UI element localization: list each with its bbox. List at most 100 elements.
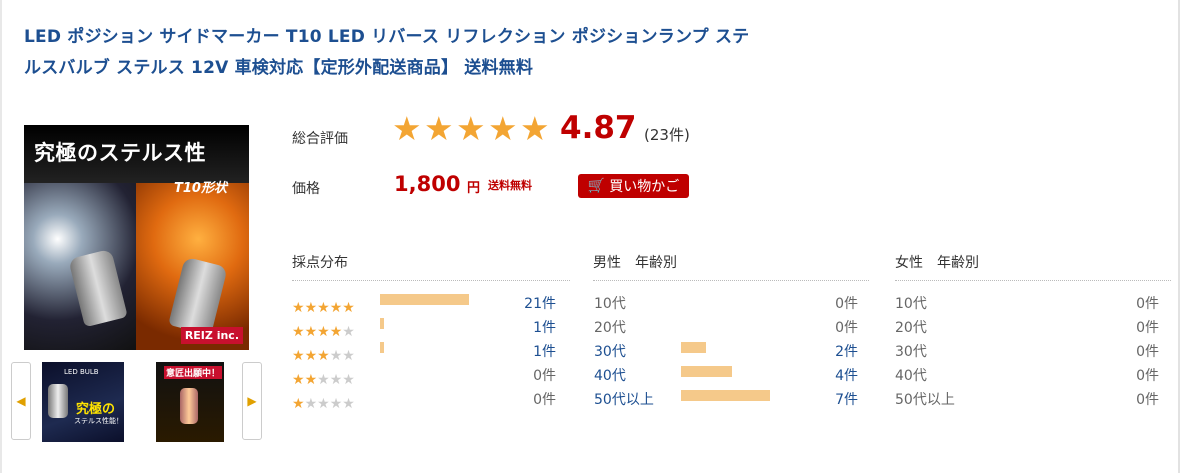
chevron-right-icon: ▶	[247, 394, 257, 408]
star-icon: ★	[329, 348, 343, 364]
price-label: 価格	[292, 181, 320, 197]
star-icon: ★	[342, 372, 355, 388]
distribution-count: 0件	[533, 392, 556, 408]
cart-label: 買い物かご	[609, 179, 680, 195]
distribution-stars: ★ ★ ★ ★ ★	[292, 397, 355, 411]
cart-icon: 🛒	[587, 178, 606, 194]
thumb-prev-button[interactable]: ◀	[11, 362, 31, 440]
star-icon: ★	[304, 348, 318, 364]
female-age-count: 0件	[1136, 320, 1159, 336]
male-age-count[interactable]: 4件	[835, 368, 858, 384]
product-title-line2[interactable]: ルスバルブ ステルス 12V 車検対応【定形外配送商品】 送料無料	[24, 58, 534, 78]
star-icon: ★	[317, 396, 330, 412]
star-icon: ★	[329, 324, 343, 340]
male-header-text: 男性 年齢別	[593, 255, 677, 271]
male-age-bar	[681, 390, 770, 401]
shipping-free: 送料無料	[488, 179, 532, 192]
main-product-image[interactable]: 究極のステルス性 T10形状 REIZ inc.	[24, 125, 249, 350]
thumbnail-1[interactable]: LED BULB 究極の ステルス性能！	[42, 362, 124, 442]
male-age-count[interactable]: 7件	[835, 392, 858, 408]
rating-label: 総合評価	[292, 131, 348, 147]
star-icon: ★	[317, 348, 330, 364]
distribution-header: 採点分布	[292, 252, 570, 281]
distribution-count[interactable]: 21件	[524, 296, 556, 312]
female-age-label: 30代	[895, 344, 927, 360]
male-age-label[interactable]: 40代	[594, 368, 626, 384]
thumb1-sub: ステルス性能！	[74, 417, 123, 425]
distribution-header-text: 採点分布	[292, 255, 348, 271]
distribution-count: 0件	[533, 368, 556, 384]
distribution-bar	[380, 294, 469, 305]
distribution-stars: ★ ★ ★ ★ ★	[292, 373, 355, 387]
female-header: 女性 年齢別	[895, 252, 1171, 281]
female-age-label: 20代	[895, 320, 927, 336]
product-title[interactable]: LED ポジション サイドマーカー T10 LED リバース リフレクション ポ…	[24, 22, 864, 84]
star-icon: ★	[317, 372, 330, 388]
star-icon: ★	[292, 396, 305, 412]
thumb2-bulb	[180, 388, 198, 424]
rating-star-icon: ★	[456, 112, 488, 145]
star-icon: ★	[304, 396, 318, 412]
male-age-bar	[681, 342, 706, 353]
female-age-label: 50代以上	[895, 392, 955, 408]
rating-star-icon: ★	[392, 112, 424, 145]
distribution-bar	[380, 318, 384, 329]
star-icon: ★	[292, 348, 305, 364]
star-icon: ★	[342, 300, 355, 316]
thumb-next-button[interactable]: ▶	[242, 362, 262, 440]
thumb1-bulb	[48, 384, 68, 418]
distribution-count[interactable]: 1件	[533, 344, 556, 360]
thumb2-title: 意匠出願中！	[164, 366, 223, 379]
rating-score: 4.87	[560, 110, 637, 146]
star-icon: ★	[329, 300, 343, 316]
image-headline: 究極のステルス性	[34, 141, 206, 165]
rating-stars: ★ ★ ★ ★ ★	[392, 112, 552, 145]
review-count-link[interactable]: (23件)	[644, 126, 690, 144]
thumb1-title: LED BULB	[64, 368, 99, 376]
star-icon: ★	[317, 324, 330, 340]
male-age-label[interactable]: 50代以上	[594, 392, 654, 408]
star-icon: ★	[304, 300, 318, 316]
star-icon: ★	[329, 372, 343, 388]
female-header-text: 女性 年齢別	[895, 255, 979, 271]
male-age-bar	[681, 366, 732, 377]
star-icon: ★	[342, 324, 355, 340]
chevron-left-icon: ◀	[16, 394, 26, 408]
right-border	[1178, 0, 1180, 473]
star-icon: ★	[292, 300, 305, 316]
image-subtitle: T10形状	[174, 181, 227, 196]
male-age-count[interactable]: 2件	[835, 344, 858, 360]
male-age-label: 10代	[594, 296, 626, 312]
star-icon: ★	[292, 372, 305, 388]
distribution-stars: ★ ★ ★ ★ ★	[292, 349, 355, 363]
left-border	[0, 0, 2, 473]
male-header: 男性 年齢別	[593, 252, 869, 281]
distribution-stars: ★ ★ ★ ★ ★	[292, 325, 355, 339]
distribution-stars: ★ ★ ★ ★ ★	[292, 301, 355, 315]
male-age-count: 0件	[835, 296, 858, 312]
female-age-count: 0件	[1136, 392, 1159, 408]
star-icon: ★	[342, 348, 355, 364]
female-age-count: 0件	[1136, 296, 1159, 312]
distribution-bar	[380, 342, 384, 353]
thumbnail-2[interactable]: 意匠出願中！	[156, 362, 224, 442]
star-icon: ★	[329, 396, 343, 412]
star-icon: ★	[342, 396, 355, 412]
star-icon: ★	[292, 324, 305, 340]
price-unit: 円	[467, 181, 481, 196]
rating-star-icon: ★	[520, 112, 552, 145]
product-title-line1[interactable]: LED ポジション サイドマーカー T10 LED リバース リフレクション ポ…	[24, 27, 750, 47]
image-banner	[24, 125, 249, 183]
brand-logo-text: REIZ inc.	[184, 329, 239, 342]
rating-star-icon: ★	[488, 112, 520, 145]
star-icon: ★	[304, 324, 318, 340]
female-age-label: 40代	[895, 368, 927, 384]
star-icon: ★	[317, 300, 330, 316]
rating-star-icon: ★	[424, 112, 456, 145]
female-age-count: 0件	[1136, 344, 1159, 360]
male-age-label[interactable]: 30代	[594, 344, 626, 360]
star-icon: ★	[304, 372, 318, 388]
distribution-count[interactable]: 1件	[533, 320, 556, 336]
add-to-cart-button[interactable]: 🛒 買い物かご	[578, 174, 689, 198]
brand-logo: REIZ inc.	[180, 327, 243, 344]
